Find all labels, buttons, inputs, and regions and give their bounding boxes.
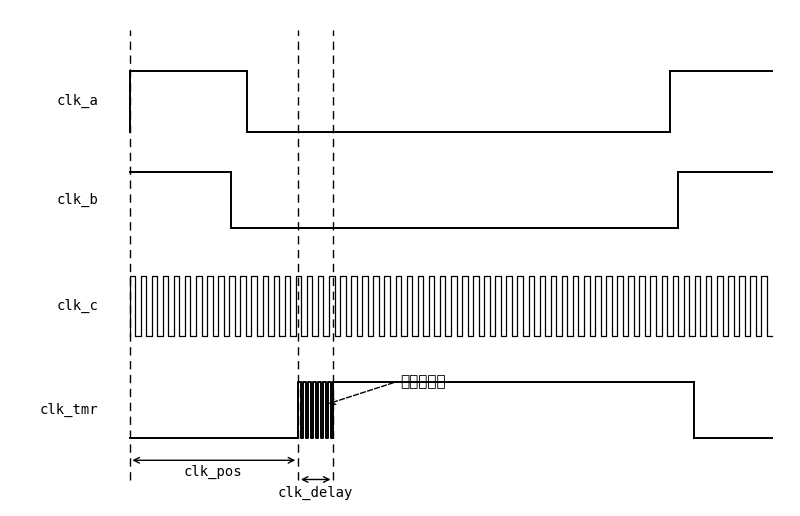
Text: 振荡故障区: 振荡故障区: [400, 375, 446, 390]
Text: clk_c: clk_c: [56, 299, 98, 313]
Text: clk_a: clk_a: [56, 94, 98, 108]
Text: clk_b: clk_b: [56, 193, 98, 207]
Text: clk_delay: clk_delay: [278, 486, 353, 499]
Text: clk_tmr: clk_tmr: [39, 402, 98, 417]
Text: clk_pos: clk_pos: [184, 465, 242, 479]
